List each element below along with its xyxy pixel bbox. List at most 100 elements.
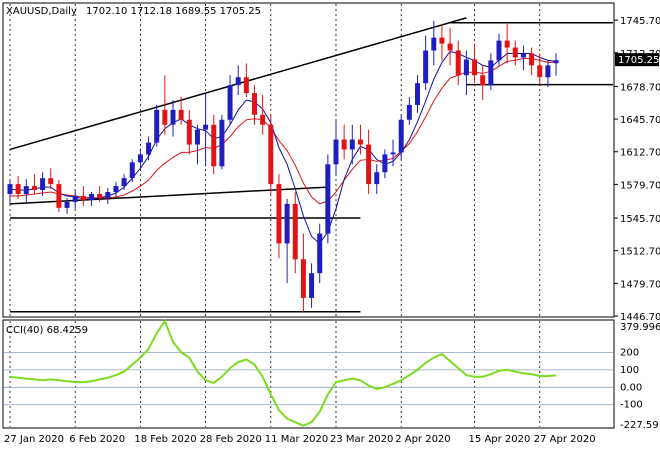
candle-body-30	[252, 93, 257, 115]
candle-body-25	[211, 124, 217, 167]
candle-body-57	[472, 59, 478, 76]
candle-body-65	[537, 65, 543, 78]
cci-tick-label-5: -227.591	[620, 420, 660, 431]
candle-body-62	[512, 47, 518, 58]
current-price: 1705.25	[618, 55, 659, 66]
y-tick-label-9: 1446.70	[620, 312, 660, 323]
candle-body-19	[162, 109, 168, 125]
candle-body-40	[333, 139, 339, 165]
candle-body-33	[276, 184, 282, 244]
candle-body-52	[431, 37, 437, 51]
candle-body-22	[186, 119, 192, 145]
candle-body-35	[292, 203, 298, 260]
cci-tick-label-1: 200	[620, 347, 639, 358]
cci-tick-label-3: 0.00	[620, 382, 642, 393]
x-tick-label-6: 2 Apr 2020	[395, 434, 450, 445]
trendline-1	[9, 186, 328, 205]
x-tick-label-1: 6 Feb 2020	[69, 434, 125, 445]
candle-body-60	[496, 40, 502, 61]
candle-body-10	[89, 193, 94, 200]
symbol-label: XAUUSD,Daily	[6, 6, 77, 17]
x-tick-label-2: 18 Feb 2020	[134, 434, 196, 445]
candle-body-54	[447, 43, 453, 51]
x-tick-label-4: 11 Mar 2020	[265, 434, 328, 445]
candle-body-20	[170, 109, 176, 125]
candle-body-48	[398, 119, 404, 153]
candle-body-47	[390, 152, 396, 155]
candle-body-23	[194, 129, 200, 145]
candle-body-6	[56, 184, 62, 208]
cci-tick-label-2: 100	[620, 365, 639, 376]
candle-body-29	[243, 77, 249, 94]
candle-body-51	[423, 50, 429, 84]
cci-line	[9, 318, 557, 427]
candle-body-5	[48, 178, 54, 185]
candle-body-34	[284, 203, 290, 244]
candle-body-26	[219, 119, 225, 167]
candle-body-66	[545, 65, 551, 78]
y-tick-label-3: 1645.70	[620, 115, 660, 126]
candle-body-15	[129, 162, 135, 179]
candlesticks	[7, 20, 559, 312]
candle-body-42	[349, 139, 355, 150]
candle-body-31	[260, 114, 266, 125]
candle-body-18	[154, 109, 160, 143]
candle-body-67	[553, 60, 559, 64]
candle-body-36	[300, 259, 306, 298]
candle-body-63	[520, 53, 526, 58]
ohlc-readout: 1702.10 1712.18 1689.55 1705.25	[86, 6, 261, 17]
candle-body-53	[439, 37, 445, 44]
candle-body-16	[137, 154, 143, 163]
candle-body-28	[235, 77, 241, 86]
candle-body-39	[325, 164, 331, 234]
candle-body-11	[97, 193, 103, 198]
current-price-tag: 1705.25	[615, 53, 659, 67]
candle-body-32	[268, 124, 274, 185]
candle-body-17	[146, 142, 152, 155]
svg-text:XAUUSD,Daily 1702.10 1712.: XAUUSD,Daily 1702.10 1712.18 1689.55 170…	[6, 6, 261, 17]
x-tick-label-0: 27 Jan 2020	[4, 434, 64, 445]
candle-body-45	[374, 172, 380, 185]
candle-body-64	[529, 53, 535, 66]
candle-body-13	[113, 186, 119, 193]
candle-body-21	[178, 109, 184, 120]
candle-body-9	[80, 195, 86, 200]
cci-indicator	[4, 318, 613, 427]
candle-body-8	[72, 195, 78, 202]
candle-body-24	[203, 124, 209, 130]
candle-body-61	[504, 40, 510, 48]
candle-body-58	[480, 75, 486, 86]
candle-body-37	[309, 273, 315, 298]
candle-body-2	[23, 186, 29, 194]
y-tick-label-2: 1678.70	[620, 82, 660, 93]
candle-body-43	[357, 139, 363, 145]
y-tick-label-8: 1479.70	[620, 279, 660, 290]
cci-label: CCI(40) 68.4259	[6, 325, 88, 336]
cci-tick-label-0: 379.9967	[620, 322, 660, 333]
candle-body-4	[40, 178, 46, 191]
y-tick-label-6: 1545.70	[620, 214, 660, 225]
candle-body-56	[463, 59, 469, 76]
candle-body-7	[64, 201, 70, 208]
candle-body-41	[341, 139, 347, 150]
candle-body-12	[105, 192, 111, 198]
candle-body-46	[382, 154, 388, 173]
candle-body-1	[15, 184, 21, 194]
candle-body-50	[415, 83, 420, 105]
y-tick-label-7: 1512.70	[620, 247, 660, 258]
candle-body-3	[31, 186, 37, 191]
candle-body-38	[317, 233, 323, 274]
candle-body-27	[227, 85, 233, 120]
candle-body-14	[121, 178, 127, 187]
x-tick-label-5: 23 Mar 2020	[330, 434, 393, 445]
candle-body-0	[7, 184, 13, 194]
candle-body-44	[366, 144, 372, 185]
x-tick-label-8: 27 Apr 2020	[534, 434, 596, 445]
x-tick-label-7: 15 Apr 2020	[469, 434, 531, 445]
candle-body-55	[455, 50, 461, 76]
x-tick-label-3: 28 Feb 2020	[200, 434, 262, 445]
y-tick-label-0: 1745.70	[620, 16, 660, 27]
price-panel-frame	[2, 2, 615, 318]
y-tick-label-5: 1579.70	[620, 180, 660, 191]
